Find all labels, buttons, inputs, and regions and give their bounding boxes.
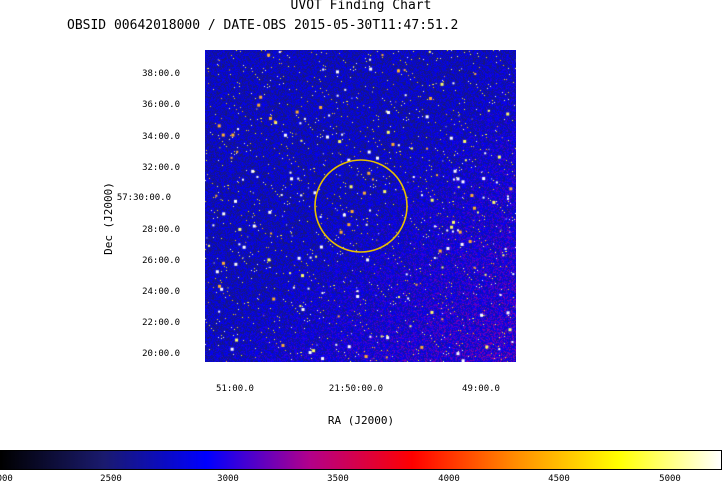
colorbar-tick: 4000 (438, 474, 460, 484)
y-tick-label: 28:00.0 (142, 225, 180, 235)
y-tick-label: 20:00.0 (142, 349, 180, 359)
y-tick-label: 24:00.0 (142, 287, 180, 297)
colorbar-tick: 3500 (327, 474, 349, 484)
y-tick-label: 26:00.0 (142, 256, 180, 266)
colorbar (0, 450, 722, 470)
y-tick-label: 34:00.0 (142, 132, 180, 142)
x-tick-label: 51:00.0 (216, 384, 254, 394)
y-tick-label: 36:00.0 (142, 100, 180, 110)
sky-image (205, 50, 516, 362)
y-tick-label: 38:00.0 (142, 69, 180, 79)
x-axis-label: RA (J2000) (327, 414, 395, 427)
x-tick-label: 49:00.0 (462, 384, 500, 394)
x-tick-label: 21:50:00.0 (328, 384, 384, 394)
colorbar-tick: 3000 (217, 474, 239, 484)
y-tick-label: 22:00.0 (142, 318, 180, 328)
chart-subtitle: OBSID 00642018000 / DATE-OBS 2015-05-30T… (67, 18, 459, 33)
source-region (314, 159, 408, 253)
colorbar-tick: 2500 (100, 474, 122, 484)
source-circle (314, 159, 408, 253)
colorbar-tick: 5000 (659, 474, 681, 484)
y-tick-label: 32:00.0 (142, 163, 180, 173)
colorbar-tick: 4500 (548, 474, 570, 484)
chart-title: UVOT Finding Chart (290, 0, 432, 13)
sky-image-canvas (205, 50, 516, 362)
y-tick-label: 57:30:00.0 (116, 193, 171, 203)
colorbar-tick: 2000 (0, 474, 13, 484)
